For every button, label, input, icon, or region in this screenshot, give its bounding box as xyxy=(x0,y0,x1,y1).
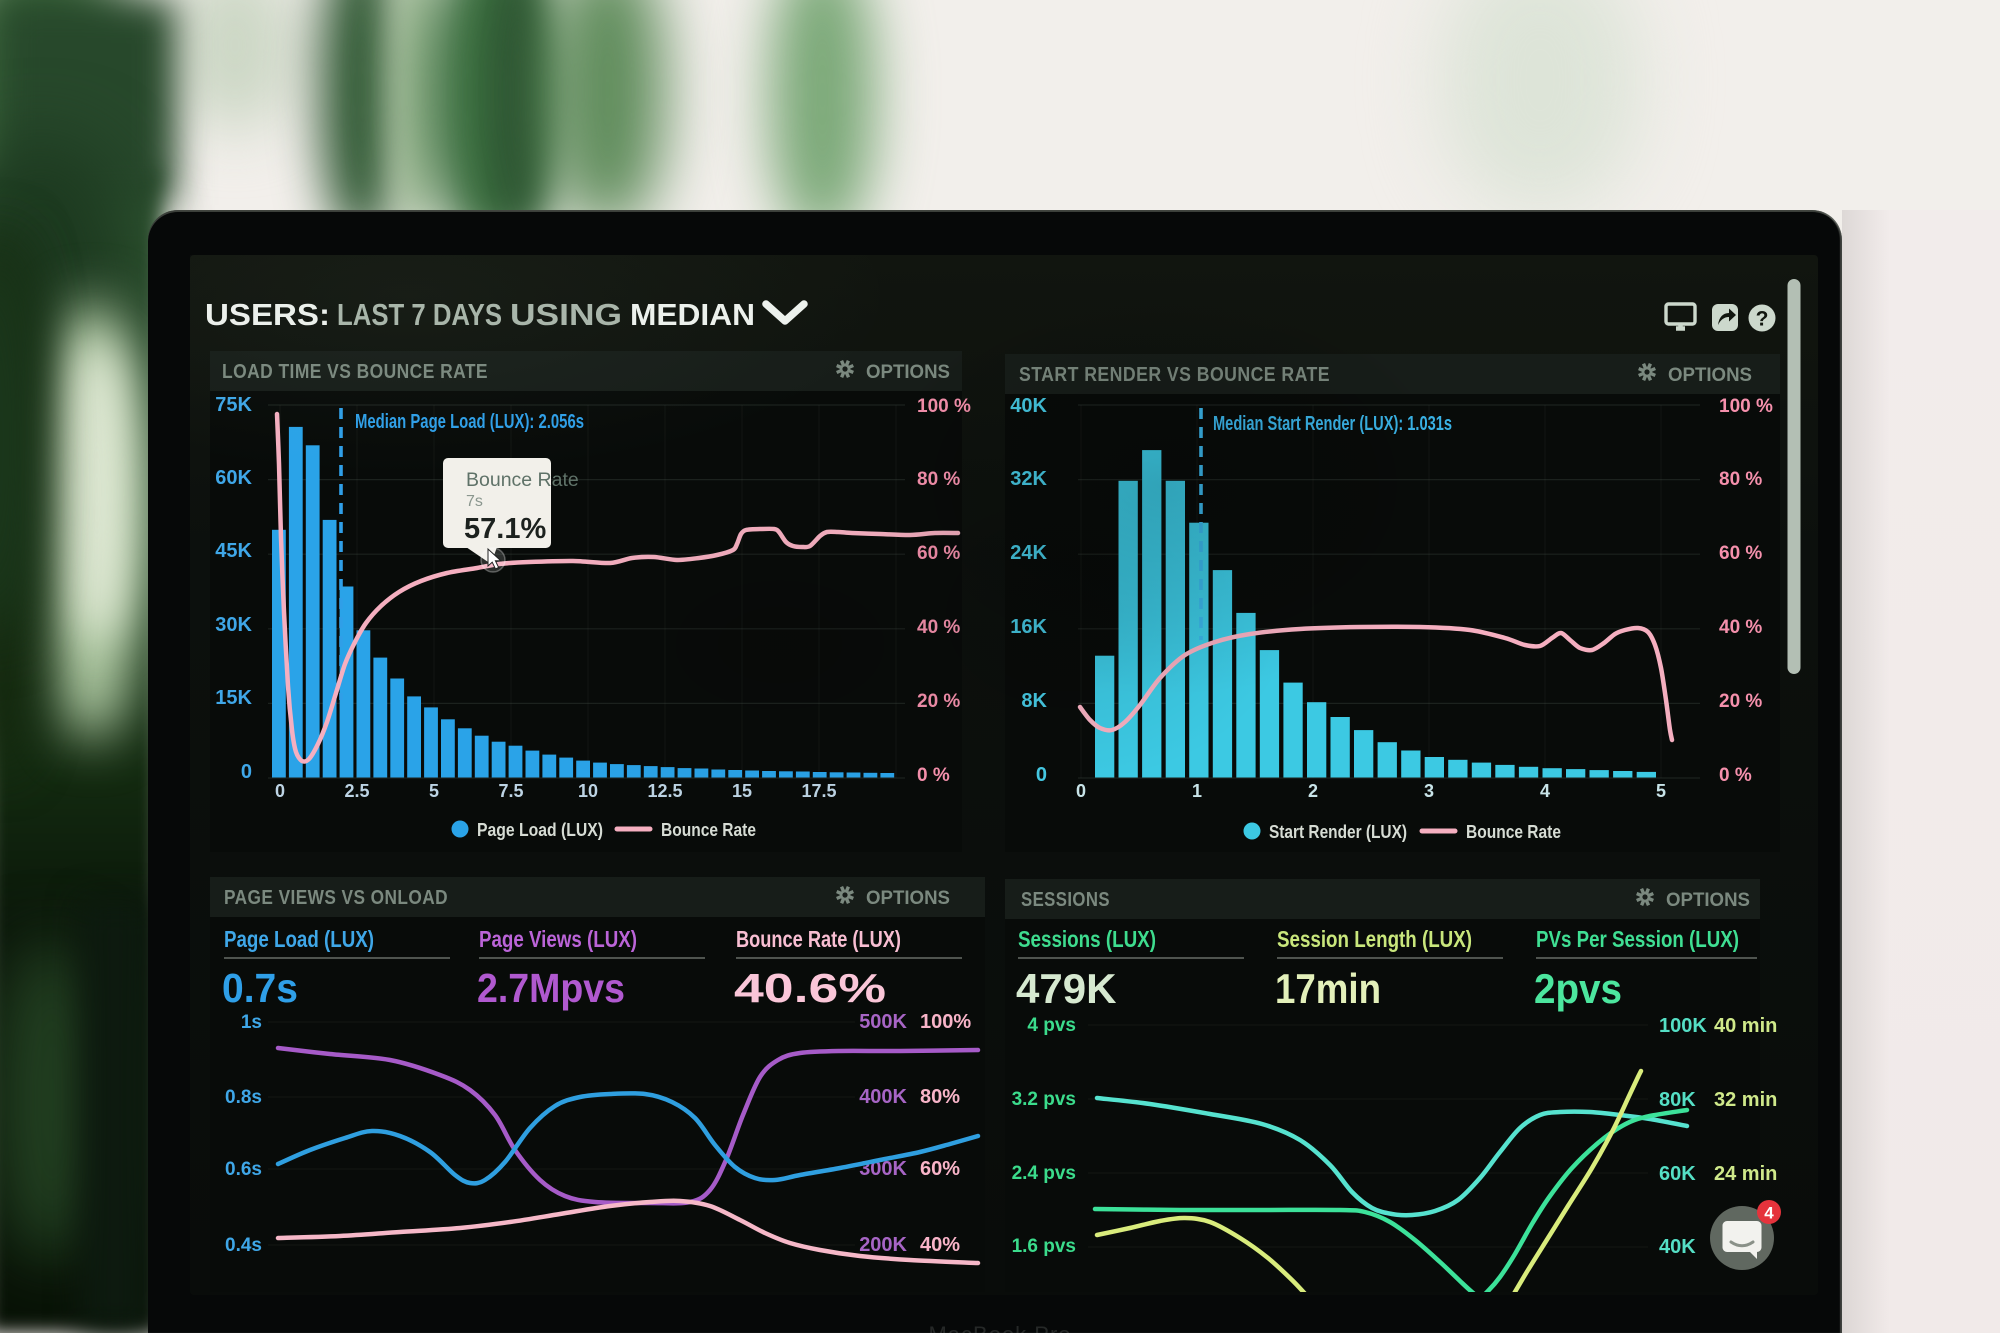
svg-text:32K: 32K xyxy=(1010,468,1047,490)
svg-text:60K: 60K xyxy=(215,467,252,489)
svg-text:80 %: 80 % xyxy=(917,469,960,490)
svg-text:Start Render (LUX): Start Render (LUX) xyxy=(1269,821,1407,842)
svg-text:40K: 40K xyxy=(1659,1236,1696,1258)
svg-text:40 %: 40 % xyxy=(917,617,960,638)
svg-text:100 %: 100 % xyxy=(1719,396,1773,417)
svg-text:0: 0 xyxy=(1076,781,1086,801)
svg-text:7s: 7s xyxy=(466,493,483,510)
svg-text:2pvs: 2pvs xyxy=(1534,965,1622,1012)
svg-text:1: 1 xyxy=(1192,781,1202,801)
svg-text:0.4s: 0.4s xyxy=(225,1235,262,1256)
svg-text:0.8s: 0.8s xyxy=(225,1087,262,1108)
svg-text:0.7s: 0.7s xyxy=(222,965,298,1011)
svg-text:LAST 7 DAYS: LAST 7 DAYS xyxy=(337,297,502,332)
svg-text:100K: 100K xyxy=(1659,1015,1707,1037)
svg-text:40K: 40K xyxy=(1010,395,1047,417)
svg-text:2.5: 2.5 xyxy=(344,781,369,801)
svg-text:START RENDER VS BOUNCE RATE: START RENDER VS BOUNCE RATE xyxy=(1019,364,1330,386)
svg-text:60 %: 60 % xyxy=(917,543,960,564)
svg-text:32 min: 32 min xyxy=(1714,1089,1777,1111)
svg-text:USERS:: USERS: xyxy=(205,297,330,332)
svg-text:OPTIONS: OPTIONS xyxy=(866,888,950,909)
svg-text:200K: 200K xyxy=(859,1234,907,1256)
svg-text:0: 0 xyxy=(275,781,285,801)
svg-text:5: 5 xyxy=(429,781,439,801)
svg-text:Bounce Rate (LUX): Bounce Rate (LUX) xyxy=(736,926,901,952)
svg-text:Bounce Rate: Bounce Rate xyxy=(661,819,756,840)
svg-text:10: 10 xyxy=(578,781,598,801)
svg-text:15: 15 xyxy=(732,781,752,801)
svg-text:Bounce Rate: Bounce Rate xyxy=(1466,821,1561,842)
svg-text:100%: 100% xyxy=(920,1011,971,1033)
svg-text:45K: 45K xyxy=(215,540,252,562)
svg-text:20 %: 20 % xyxy=(917,691,960,712)
svg-text:PAGE VIEWS VS ONLOAD: PAGE VIEWS VS ONLOAD xyxy=(224,887,448,909)
svg-text:4: 4 xyxy=(1764,1204,1774,1223)
svg-text:8K: 8K xyxy=(1021,690,1047,712)
svg-text:Bounce Rate: Bounce Rate xyxy=(466,469,579,491)
svg-text:Median Page Load (LUX): 2.056s: Median Page Load (LUX): 2.056s xyxy=(355,411,584,433)
svg-text:400K: 400K xyxy=(859,1086,907,1108)
svg-text:4: 4 xyxy=(1540,781,1550,801)
svg-text:Sessions (LUX): Sessions (LUX) xyxy=(1018,926,1156,952)
svg-text:15K: 15K xyxy=(215,687,252,709)
svg-text:30K: 30K xyxy=(215,614,252,636)
svg-text:80 %: 80 % xyxy=(1719,469,1762,490)
svg-text:3.2 pvs: 3.2 pvs xyxy=(1012,1089,1076,1110)
svg-text:40 %: 40 % xyxy=(1719,617,1762,638)
svg-text:12.5: 12.5 xyxy=(647,781,682,801)
svg-text:MacBook Pro: MacBook Pro xyxy=(928,1322,1071,1333)
svg-text:0 %: 0 % xyxy=(1719,765,1752,786)
svg-text:SESSIONS: SESSIONS xyxy=(1021,889,1110,911)
svg-text:4 pvs: 4 pvs xyxy=(1027,1015,1076,1036)
svg-text:5: 5 xyxy=(1656,781,1666,801)
svg-text:?: ? xyxy=(1756,308,1769,331)
svg-text:57.1%: 57.1% xyxy=(464,513,546,545)
svg-text:PVs Per Session (LUX): PVs Per Session (LUX) xyxy=(1536,926,1739,952)
svg-text:LOAD TIME VS BOUNCE RATE: LOAD TIME VS BOUNCE RATE xyxy=(222,361,488,383)
svg-text:Session Length (LUX): Session Length (LUX) xyxy=(1277,926,1472,952)
svg-text:60 %: 60 % xyxy=(1719,543,1762,564)
svg-text:75K: 75K xyxy=(215,394,252,416)
svg-text:2: 2 xyxy=(1308,781,1318,801)
svg-text:OPTIONS: OPTIONS xyxy=(1666,890,1750,911)
svg-text:1s: 1s xyxy=(241,1012,262,1033)
svg-text:USING: USING xyxy=(510,297,622,332)
svg-text:1.6 pvs: 1.6 pvs xyxy=(1012,1236,1076,1257)
svg-text:Median Start Render (LUX): 1.0: Median Start Render (LUX): 1.031s xyxy=(1213,413,1452,435)
svg-text:24 min: 24 min xyxy=(1714,1163,1777,1185)
svg-text:24K: 24K xyxy=(1010,542,1047,564)
svg-text:500K: 500K xyxy=(859,1011,907,1033)
svg-text:20 %: 20 % xyxy=(1719,691,1762,712)
svg-text:16K: 16K xyxy=(1010,616,1047,638)
svg-text:40.6%: 40.6% xyxy=(734,965,886,1011)
svg-text:2.4 pvs: 2.4 pvs xyxy=(1012,1163,1076,1184)
svg-text:80%: 80% xyxy=(920,1086,960,1108)
svg-text:3: 3 xyxy=(1424,781,1434,801)
svg-text:40 min: 40 min xyxy=(1714,1015,1777,1037)
svg-text:80K: 80K xyxy=(1659,1089,1696,1111)
svg-text:0: 0 xyxy=(241,761,252,783)
svg-text:17.5: 17.5 xyxy=(801,781,836,801)
svg-text:40%: 40% xyxy=(920,1234,960,1256)
svg-text:MEDIAN: MEDIAN xyxy=(630,297,755,332)
svg-text:479K: 479K xyxy=(1016,965,1116,1012)
svg-text:0: 0 xyxy=(1036,764,1047,786)
svg-text:OPTIONS: OPTIONS xyxy=(866,362,950,383)
svg-text:Page Load (LUX): Page Load (LUX) xyxy=(224,926,374,952)
svg-text:0 %: 0 % xyxy=(917,765,950,786)
svg-text:OPTIONS: OPTIONS xyxy=(1668,365,1752,386)
svg-text:Page Load (LUX): Page Load (LUX) xyxy=(477,819,603,840)
svg-text:7.5: 7.5 xyxy=(498,781,523,801)
svg-text:100 %: 100 % xyxy=(917,396,971,417)
svg-text:60%: 60% xyxy=(920,1158,960,1180)
svg-text:2.7Mpvs: 2.7Mpvs xyxy=(477,965,625,1011)
svg-text:60K: 60K xyxy=(1659,1163,1696,1185)
svg-text:Page Views (LUX): Page Views (LUX) xyxy=(479,926,637,952)
svg-text:17min: 17min xyxy=(1275,965,1381,1012)
svg-text:0.6s: 0.6s xyxy=(225,1159,262,1180)
